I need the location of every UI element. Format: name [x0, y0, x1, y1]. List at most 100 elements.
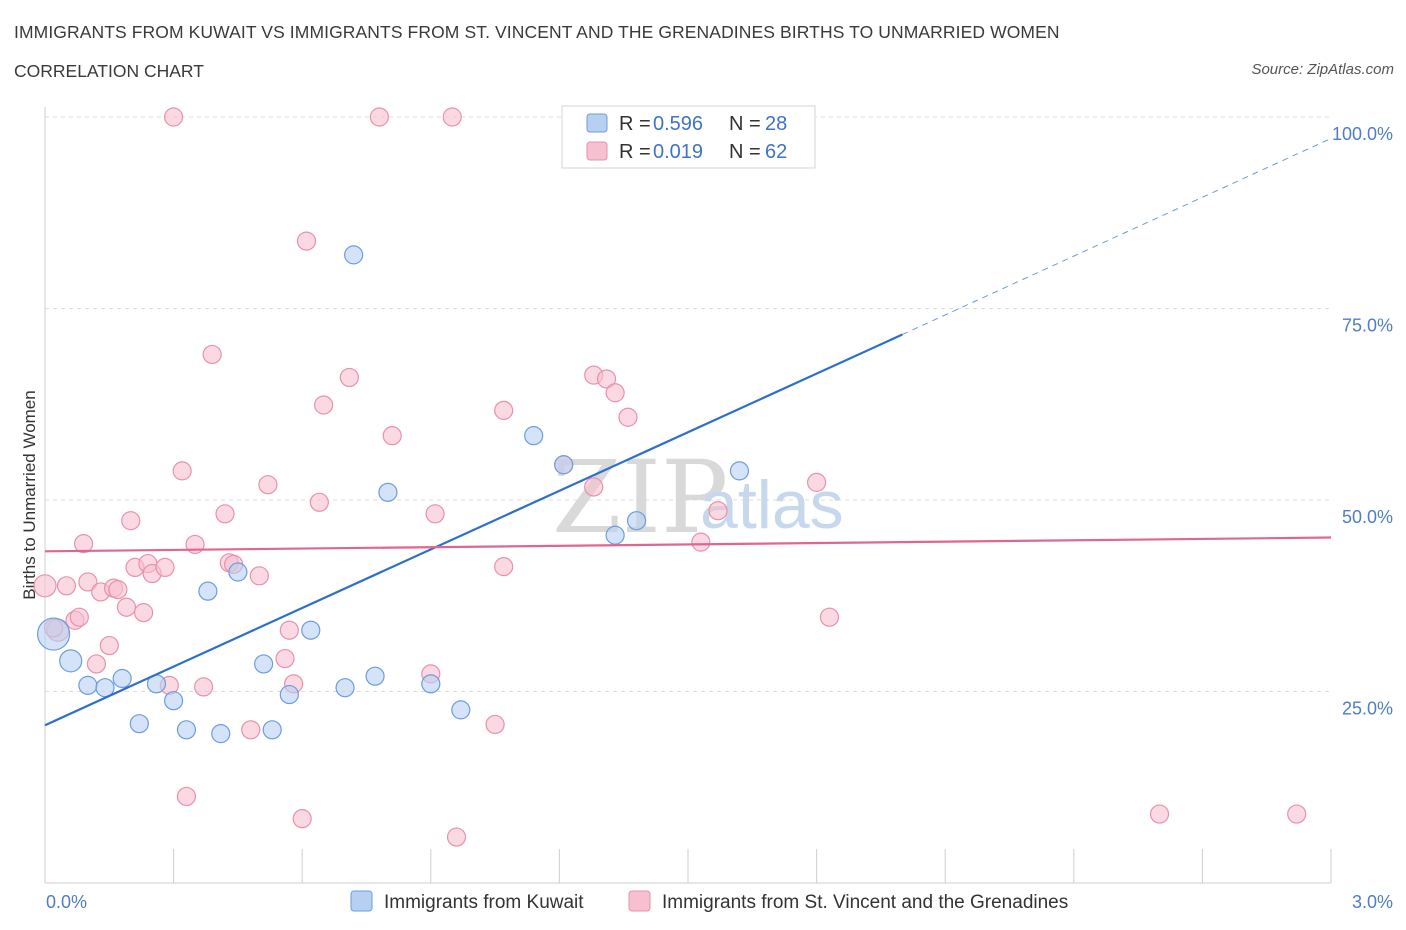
- kuwait-point: [279, 684, 299, 705]
- svg-point: [339, 367, 359, 388]
- kuwait-point: [554, 455, 574, 475]
- x-tick-label: 0.0%: [46, 892, 87, 912]
- y-tick-label: 25.0%: [1342, 699, 1393, 719]
- kuwait-point: [729, 461, 750, 481]
- svg-point: [56, 576, 77, 596]
- top-legend: R = 0.596 N = 28 R = 0.019 N = 62: [561, 105, 816, 169]
- legend-n-label-pink: N =: [729, 141, 761, 163]
- kuwait-point: [112, 668, 132, 689]
- trend-line-blue-extension: [902, 137, 1332, 335]
- svg-point: [202, 344, 222, 365]
- svg-point: [292, 809, 312, 829]
- svg-point: [215, 504, 235, 524]
- bottom-legend: Immigrants from Kuwait Immigrants from S…: [350, 890, 1068, 913]
- chart-title: IMMIGRANTS FROM KUWAIT VS IMMIGRANTS FRO…: [14, 22, 1060, 42]
- y-tick-label: 75.0%: [1342, 316, 1393, 336]
- kuwait-point: [164, 691, 184, 711]
- svg-point: [1149, 804, 1170, 824]
- svg-point: [296, 231, 317, 251]
- series-blue-points: [36, 113, 750, 744]
- svg-point: [99, 635, 119, 656]
- y-tick-label: 100.0%: [1332, 124, 1393, 144]
- trend-lines: [44, 137, 1332, 727]
- legend-swatch-blue: [586, 113, 608, 133]
- svg-point: [172, 461, 192, 481]
- chart-subtitle: CORRELATION CHART: [14, 61, 204, 81]
- kuwait-point: [211, 724, 231, 744]
- svg-point: [425, 504, 445, 524]
- svg-point: [382, 426, 402, 446]
- kuwait-point: [78, 675, 98, 695]
- svg-point: [485, 714, 505, 735]
- svg-point: [708, 501, 728, 521]
- trend-line-pink: [44, 536, 1332, 553]
- svg-point: [176, 786, 197, 807]
- kuwait-point: [301, 620, 321, 640]
- svg-point: [133, 603, 154, 623]
- svg-point: [116, 597, 137, 617]
- svg-point: [494, 557, 514, 577]
- svg-point: [369, 107, 389, 127]
- svg-point: [33, 574, 57, 598]
- svg-point: [78, 572, 98, 592]
- svg-point: [249, 566, 269, 586]
- source-credit: Source: ZipAtlas.com: [1251, 61, 1394, 78]
- kuwait-point: [59, 649, 83, 673]
- kuwait-point: [36, 617, 71, 651]
- kuwait-point: [262, 720, 282, 740]
- kuwait-point: [451, 700, 471, 720]
- bottom-legend-swatch-blue: [350, 890, 373, 912]
- kuwait-point: [524, 426, 544, 446]
- svg-point: [584, 477, 604, 497]
- svg-point: [819, 607, 840, 627]
- svg-point: [279, 620, 299, 640]
- bottom-legend-label-pink: Immigrants from St. Vincent and the Gren…: [662, 892, 1068, 913]
- x-tick-labels: 0.0% 3.0%: [46, 892, 1393, 912]
- svg-point: [258, 475, 278, 495]
- x-tick-label: 3.0%: [1352, 892, 1393, 912]
- kuwait-point: [254, 654, 274, 674]
- y-tick-label: 50.0%: [1342, 507, 1393, 527]
- legend-swatch-pink: [586, 141, 608, 161]
- svg-point: [494, 400, 514, 420]
- svg-point: [309, 492, 329, 512]
- trend-line-blue: [44, 333, 903, 727]
- legend-r-value-blue: 0.596: [653, 113, 703, 135]
- svg-point: [194, 677, 214, 697]
- legend-n-label-blue: N =: [729, 113, 761, 135]
- kuwait-point: [365, 666, 385, 686]
- kuwait-point: [228, 562, 248, 582]
- svg-point: [1287, 804, 1307, 824]
- y-tick-labels: 25.0% 50.0% 75.0% 100.0%: [1332, 124, 1393, 719]
- svg-point: [314, 395, 334, 415]
- svg-point: [69, 607, 89, 627]
- grid-lines: [45, 116, 1331, 692]
- svg-point: [73, 534, 94, 554]
- svg-point: [442, 107, 462, 127]
- svg-point: [605, 383, 625, 403]
- legend-n-value-blue: 28: [765, 113, 787, 135]
- legend-r-value-pink: 0.019: [653, 141, 703, 163]
- kuwait-point: [198, 581, 218, 601]
- legend-n-value-pink: 62: [765, 141, 787, 163]
- bottom-legend-label-blue: Immigrants from Kuwait: [384, 892, 584, 913]
- svg-point: [691, 532, 711, 552]
- axes: [44, 107, 1332, 884]
- kuwait-point: [344, 245, 364, 265]
- kuwait-point: [626, 511, 647, 531]
- svg-point: [155, 557, 175, 578]
- svg-point: [446, 827, 467, 847]
- svg-point: [596, 369, 617, 389]
- kuwait-point: [335, 678, 355, 698]
- svg-point: [806, 472, 827, 492]
- bottom-legend-swatch-pink: [628, 890, 651, 912]
- svg-point: [108, 580, 128, 600]
- svg-point: [275, 648, 295, 669]
- svg-point: [121, 511, 141, 531]
- svg-point: [241, 720, 261, 740]
- kuwait-point: [421, 674, 441, 694]
- kuwait-point: [129, 714, 149, 734]
- kuwait-point: [176, 720, 197, 740]
- y-axis-label: Births to Unmarried Women: [20, 390, 39, 599]
